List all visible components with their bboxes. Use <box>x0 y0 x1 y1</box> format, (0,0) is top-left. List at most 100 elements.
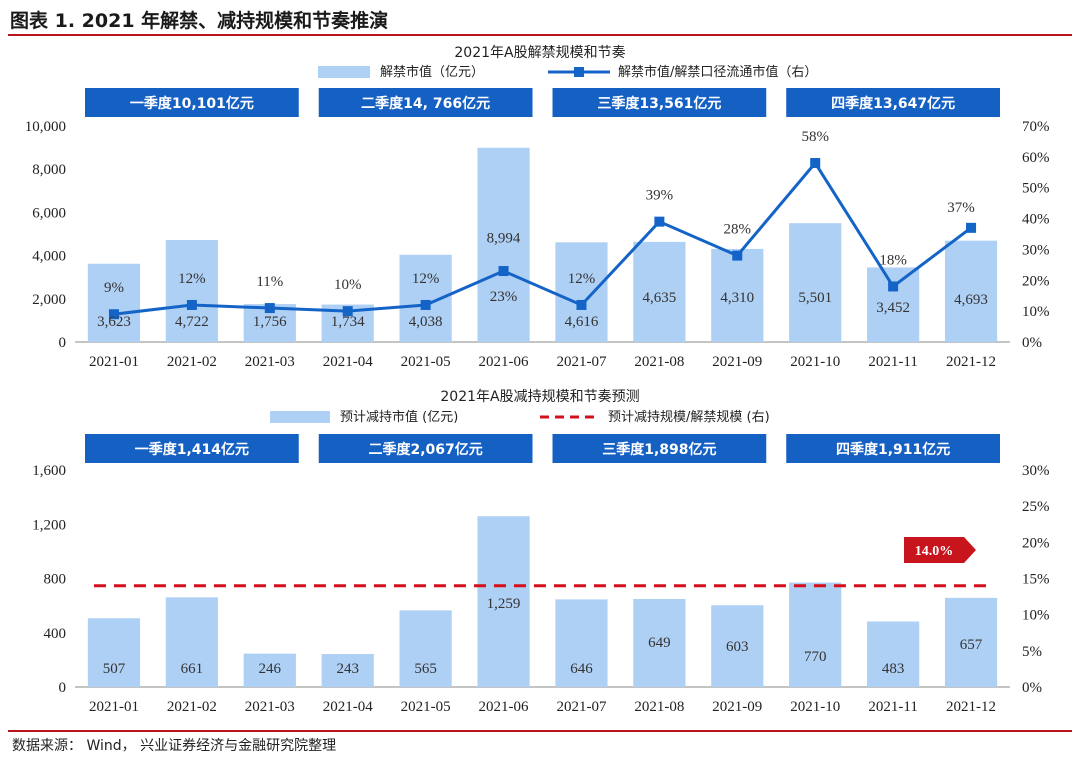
ratio-marker <box>732 250 743 261</box>
ratio-value-label: 9% <box>104 280 124 296</box>
bar <box>243 653 296 687</box>
quarter-box <box>85 88 299 117</box>
quarter-box <box>552 88 767 117</box>
ratio-badge <box>904 537 976 563</box>
bar-value-label: 646 <box>570 661 593 677</box>
y-left-tick-label: 10,000 <box>25 119 66 135</box>
bar <box>165 597 218 687</box>
bar <box>944 597 998 687</box>
bar-value-label: 3,452 <box>876 300 910 316</box>
y-left-tick-label: 1,600 <box>32 463 66 479</box>
ratio-value-label: 23% <box>490 289 518 305</box>
source-note: 数据来源： Wind， 兴业证券经济与金融研究院整理 <box>12 738 337 754</box>
bar <box>633 241 686 342</box>
y-right-tick-label: 30% <box>1022 242 1050 258</box>
y-left-tick-label: 4,000 <box>32 249 66 265</box>
y-right-tick-label: 10% <box>1022 608 1050 624</box>
quarter-box <box>552 434 767 463</box>
bar-value-label: 4,310 <box>720 290 754 306</box>
x-tick-label: 2021-07 <box>556 699 606 715</box>
x-tick-label: 2021-10 <box>790 354 840 370</box>
x-tick-label: 2021-05 <box>401 354 451 370</box>
bar <box>165 240 218 342</box>
y-left-tick-label: 8,000 <box>32 162 66 178</box>
ratio-marker <box>810 158 821 169</box>
ratio-value-label: 12% <box>178 271 206 287</box>
bar-value-label: 4,616 <box>565 314 599 330</box>
bar-value-label: 1,259 <box>487 596 521 612</box>
bar-value-label: 4,693 <box>954 292 988 308</box>
bar-value-label: 243 <box>336 661 359 677</box>
legend-bar-label: 预计减持市值 (亿元) <box>340 409 458 425</box>
chart-title: 2021年A股减持规模和节奏预测 <box>440 389 639 405</box>
x-tick-label: 2021-04 <box>323 699 373 715</box>
x-tick-label: 2021-09 <box>712 354 762 370</box>
y-left-tick-label: 2,000 <box>32 292 66 308</box>
bar-value-label: 4,038 <box>409 314 443 330</box>
bar <box>87 618 141 687</box>
quarter-box <box>85 434 299 463</box>
ratio-marker <box>342 306 353 317</box>
ratio-marker <box>888 281 899 292</box>
ratio-marker <box>108 309 119 320</box>
y-left-tick-label: 6,000 <box>32 205 66 221</box>
legend-bar-label: 解禁市值（亿元） <box>380 64 484 80</box>
chart-title: 2021年A股解禁规模和节奏 <box>454 45 625 61</box>
bar <box>399 610 452 687</box>
x-tick-label: 2021-11 <box>868 699 917 715</box>
bar <box>944 240 998 342</box>
legend-line-marker <box>574 67 584 77</box>
quarter-box <box>318 434 533 463</box>
x-tick-label: 2021-07 <box>556 354 606 370</box>
ratio-value-label: 39% <box>646 188 674 204</box>
x-tick-label: 2021-08 <box>634 354 684 370</box>
y-left-tick-label: 0 <box>59 335 67 351</box>
bar <box>867 621 920 687</box>
bar <box>633 598 686 687</box>
bar-value-label: 4,635 <box>643 290 677 306</box>
x-tick-label: 2021-04 <box>323 354 373 370</box>
y-right-tick-label: 10% <box>1022 304 1050 320</box>
y-left-tick-label: 0 <box>59 680 67 696</box>
quarter-box <box>786 434 1000 463</box>
ratio-value-label: 11% <box>256 274 283 290</box>
quarter-label: 二季度2,067亿元 <box>368 441 482 458</box>
ratio-marker <box>966 222 977 233</box>
figure-title: 图表 1. 2021 年解禁、减持规模和节奏推演 <box>10 10 389 32</box>
y-right-tick-label: 25% <box>1022 499 1050 515</box>
bar-value-label: 649 <box>648 635 671 651</box>
bar <box>477 147 530 342</box>
quarter-box <box>318 88 533 117</box>
quarter-label: 二季度14, 766亿元 <box>361 95 490 112</box>
y-right-tick-label: 60% <box>1022 150 1050 166</box>
bar <box>555 599 608 687</box>
y-left-tick-label: 1,200 <box>32 517 66 533</box>
quarter-box <box>786 88 1000 117</box>
x-tick-label: 2021-12 <box>946 699 996 715</box>
bar-value-label: 661 <box>181 661 204 677</box>
x-tick-label: 2021-06 <box>479 354 529 370</box>
bar <box>477 516 530 687</box>
bar-value-label: 565 <box>414 661 437 677</box>
x-tick-label: 2021-02 <box>167 354 217 370</box>
quarter-label: 三季度1,898亿元 <box>602 441 716 458</box>
bar-value-label: 603 <box>726 639 749 655</box>
ratio-value-label: 58% <box>801 129 829 145</box>
x-tick-label: 2021-11 <box>868 354 917 370</box>
bar-value-label: 507 <box>103 661 126 677</box>
y-right-tick-label: 20% <box>1022 535 1050 551</box>
y-right-tick-label: 70% <box>1022 119 1050 135</box>
ratio-marker <box>264 303 275 314</box>
y-right-tick-label: 0% <box>1022 335 1042 351</box>
legend-line-label: 预计减持规模/解禁规模 (右) <box>608 410 770 425</box>
bar <box>867 267 920 342</box>
bar <box>87 263 141 342</box>
x-tick-label: 2021-03 <box>245 699 295 715</box>
y-right-tick-label: 0% <box>1022 680 1042 696</box>
ratio-value-label: 18% <box>879 252 907 268</box>
ratio-value-label: 12% <box>412 271 440 287</box>
quarter-label: 一季度1,414亿元 <box>135 441 249 458</box>
x-tick-label: 2021-01 <box>89 699 139 715</box>
ratio-value-label: 12% <box>568 271 596 287</box>
